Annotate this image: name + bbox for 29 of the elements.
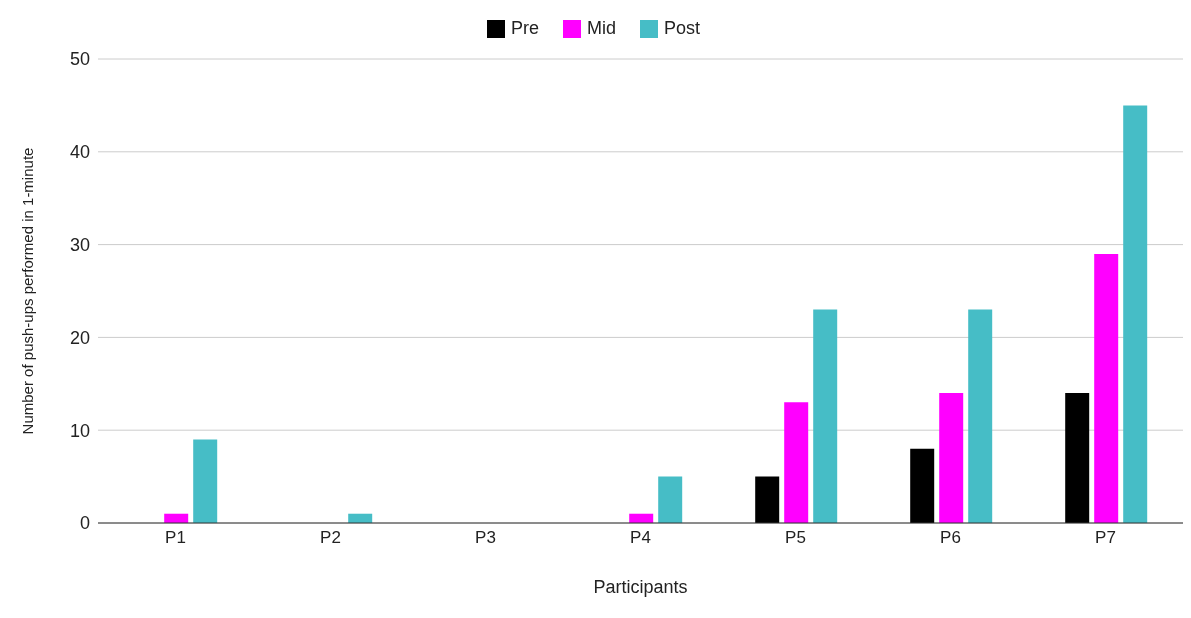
x-tick-label: P2 [320,528,341,548]
y-axis-title: Number of push-ups performed in 1-minute [19,147,37,435]
bar [968,309,993,523]
x-tick-label: P4 [630,528,651,548]
y-tick-label: 40 [69,142,90,163]
y-tick-label: 0 [79,513,90,534]
legend-label: Mid [586,18,616,38]
bar [755,476,780,523]
bar [939,393,964,523]
bar [193,439,218,523]
y-tick-label: 30 [69,234,90,255]
x-axis-title: Participants [593,577,688,597]
x-tick-label: P7 [1095,528,1116,548]
legend-label: Pre [510,18,539,38]
x-tick-label: P1 [165,528,186,548]
x-tick-label: P6 [940,528,961,548]
legend-label: Post [664,18,701,38]
bar [784,402,809,523]
bar [1123,105,1148,523]
bar [658,476,683,523]
y-tick-label: 20 [69,327,90,348]
y-tick-label: 50 [69,49,90,70]
bar [910,448,935,523]
x-tick-label: P3 [475,528,496,548]
bar [813,309,838,523]
bar [1094,253,1119,523]
bar [1065,393,1090,523]
x-tick-label: P5 [785,528,806,548]
y-tick-label: 10 [69,420,90,441]
